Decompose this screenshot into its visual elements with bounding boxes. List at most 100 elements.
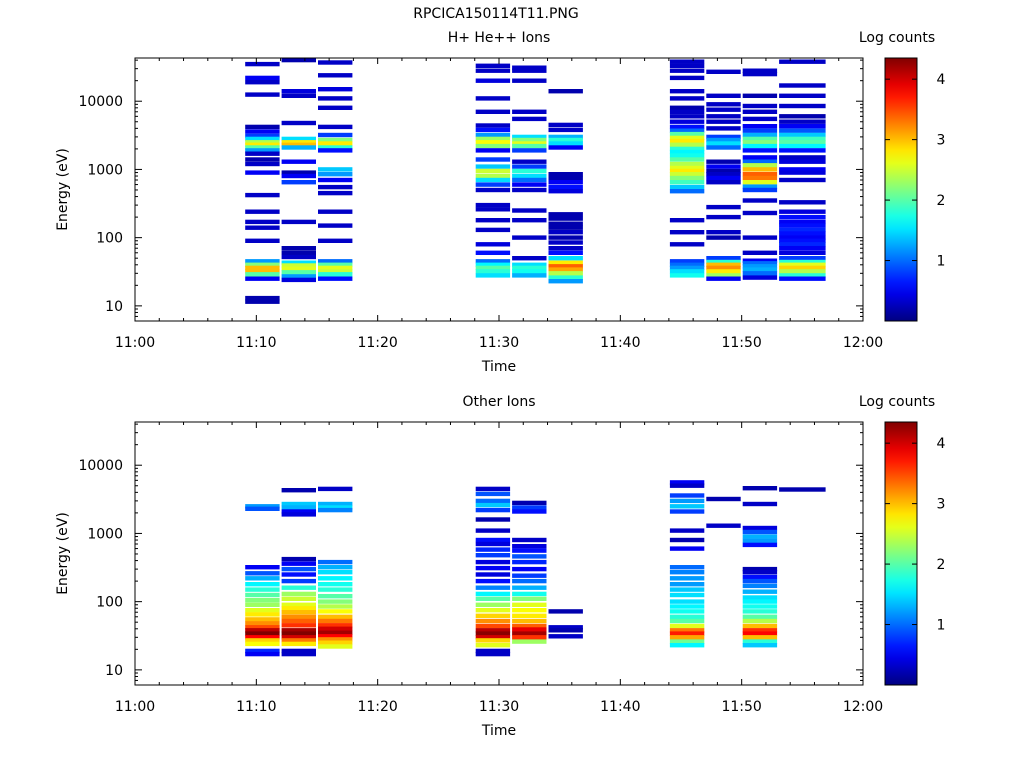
heatmap-cell [245,651,280,657]
heatmap-cell [706,265,741,271]
heatmap-cell [669,265,705,271]
heatmap-cell [281,610,316,615]
heatmap-cell [548,275,583,280]
heatmap-cell [281,651,316,657]
heatmap-cell [281,93,316,98]
heatmap-cell [281,254,316,260]
heatmap-cell [706,126,741,131]
heatmap-cell [706,145,741,150]
heatmap-cell [245,621,280,626]
heatmap-cell [318,105,353,110]
heatmap-cell [706,119,741,124]
heatmap-cell [318,609,353,614]
heatmap-cell [742,643,778,648]
y-tick-label: 100 [96,231,123,247]
heatmap-cell [318,505,353,510]
heatmap-cell [512,273,547,278]
heatmap-cell [548,122,583,128]
heatmap-cell [548,628,583,633]
x-tick-label: 11:40 [600,699,640,715]
heatmap-cell [669,587,705,592]
heatmap-cell [779,227,826,233]
heatmap-cell [669,119,705,124]
heatmap-cell [779,238,826,243]
heatmap-cell [548,180,583,185]
heatmap-cell [512,585,547,590]
heatmap-cell [779,128,826,133]
heatmap-cell [669,262,705,267]
heatmap-cell [475,638,511,643]
heatmap-cell [281,270,316,275]
heatmap-cell [281,173,316,179]
heatmap-cell [281,641,316,647]
heatmap-cell [475,507,511,513]
heatmap-cell [245,276,280,281]
x-axis-label: Time [481,723,516,739]
heatmap-cell [512,608,547,613]
heatmap-cell [281,602,316,607]
heatmap-cell [245,582,280,587]
heatmap-cell [669,242,705,247]
heatmap-cell [548,260,583,265]
heatmap-cell [475,602,511,607]
heatmap-cell [512,627,547,632]
panel-title: H+ He++ Ions [448,30,551,46]
heatmap-cell [475,537,511,543]
heatmap-cell [475,578,511,584]
heatmap-cell [512,262,547,267]
heatmap-cell [742,128,778,133]
heatmap-cell [779,167,826,172]
heatmap-cell [742,175,778,181]
heatmap-cell [512,554,547,559]
heatmap-cell [245,592,280,598]
heatmap-cell [706,164,741,169]
heatmap-cell [548,89,583,94]
x-tick-label: 11:00 [115,335,155,351]
x-tick-label: 11:00 [115,699,155,715]
heatmap-cell [475,143,511,149]
heatmap-cell [475,207,511,212]
heatmap-cell [245,631,280,636]
heatmap-cell [281,623,316,628]
heatmap-cell [548,175,583,181]
heatmap-cell [245,295,280,301]
heatmap-cell [318,644,353,649]
heatmap-cell [548,240,583,245]
heatmap-cell [318,141,353,146]
heatmap-cell [245,80,280,85]
heatmap-cell [742,180,778,185]
heatmap-cell [245,265,280,271]
heatmap-cell [779,170,826,175]
heatmap-cell [245,259,280,264]
heatmap-cell [281,509,316,514]
heatmap-cell [512,613,547,618]
heatmap-cell [512,265,547,271]
heatmap-cell [548,271,583,276]
heatmap-cell [245,262,280,267]
heatmap-cell [779,256,826,261]
heatmap-cell [706,107,741,112]
heatmap-cell [742,93,778,98]
heatmap-cell [475,572,511,577]
heatmap-cell [318,594,353,599]
heatmap-cell [669,618,705,624]
heatmap-cell [742,187,778,193]
heatmap-cell [318,238,353,243]
heatmap-cell [742,529,778,535]
heatmap-cell [669,493,705,498]
heatmap-cell [706,269,741,274]
heatmap-cell [669,570,705,575]
heatmap-cell [318,209,353,214]
heatmap-cell [669,180,705,185]
heatmap-cell [512,148,547,153]
heatmap-cell [281,578,316,584]
heatmap-cell [475,491,511,497]
heatmap-cell [245,504,280,509]
heatmap-cell [281,142,316,147]
heatmap-cell [669,153,705,158]
heatmap-cell [706,262,741,267]
heatmap-cell [318,148,353,153]
heatmap-cell [779,200,826,205]
heatmap-cell [706,276,741,281]
